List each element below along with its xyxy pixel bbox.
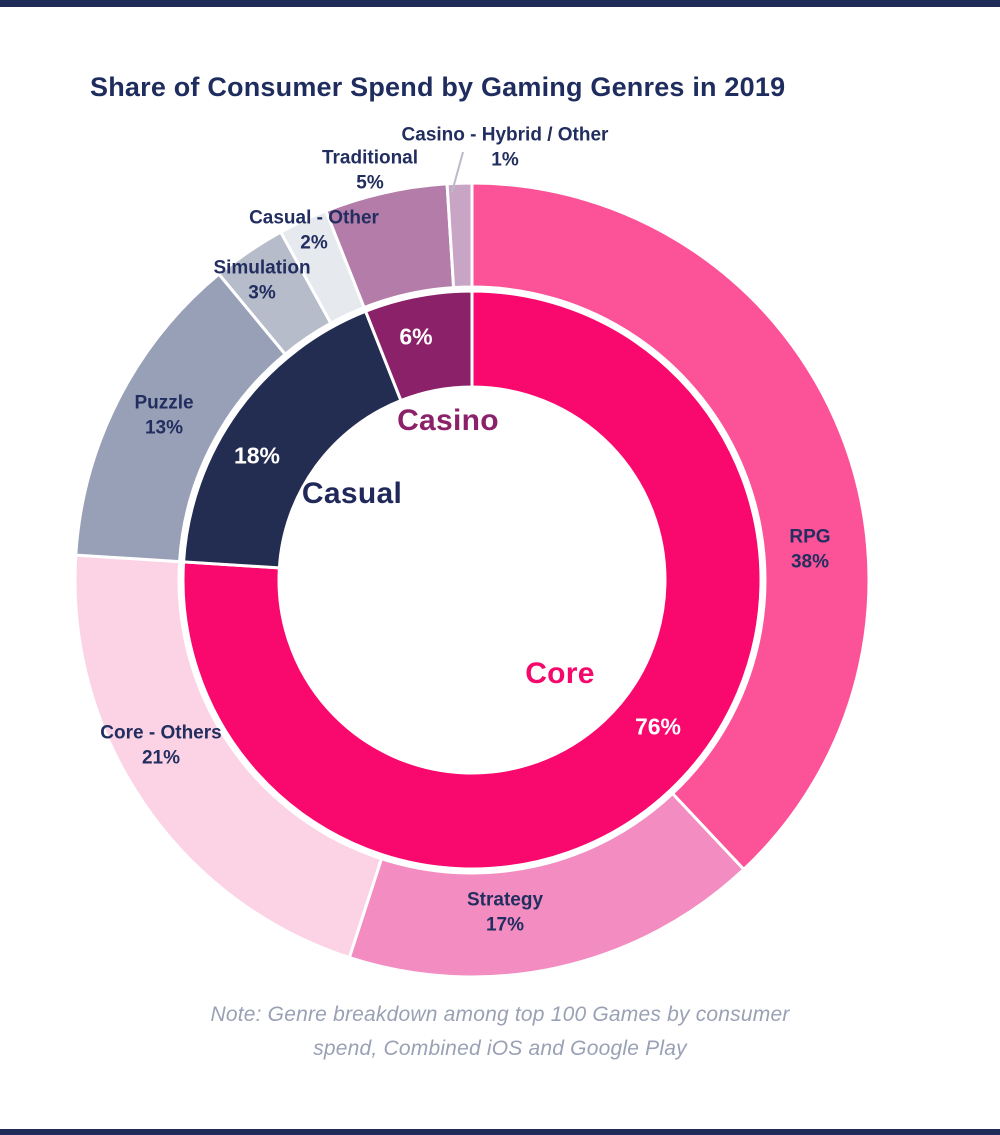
outer-ring: [73, 181, 871, 979]
top-edge-bar: [0, 0, 1000, 7]
inner-ring: [181, 289, 763, 871]
page-title: Share of Consumer Spend by Gaming Genres…: [90, 72, 786, 102]
segment-casual: [181, 309, 403, 570]
center-circle: [281, 389, 663, 771]
note-line-2: spend, Combined iOS and Google Play: [313, 1037, 687, 1060]
bottom-edge-bar: [0, 1129, 1000, 1135]
leader-line-casino-hybrid: [451, 151, 464, 193]
note-line-1: Note: Genre breakdown among top 100 Game…: [210, 1003, 790, 1026]
segment-core: [181, 289, 763, 871]
segment-rpg: [470, 181, 871, 872]
segment-casino: [363, 289, 474, 403]
